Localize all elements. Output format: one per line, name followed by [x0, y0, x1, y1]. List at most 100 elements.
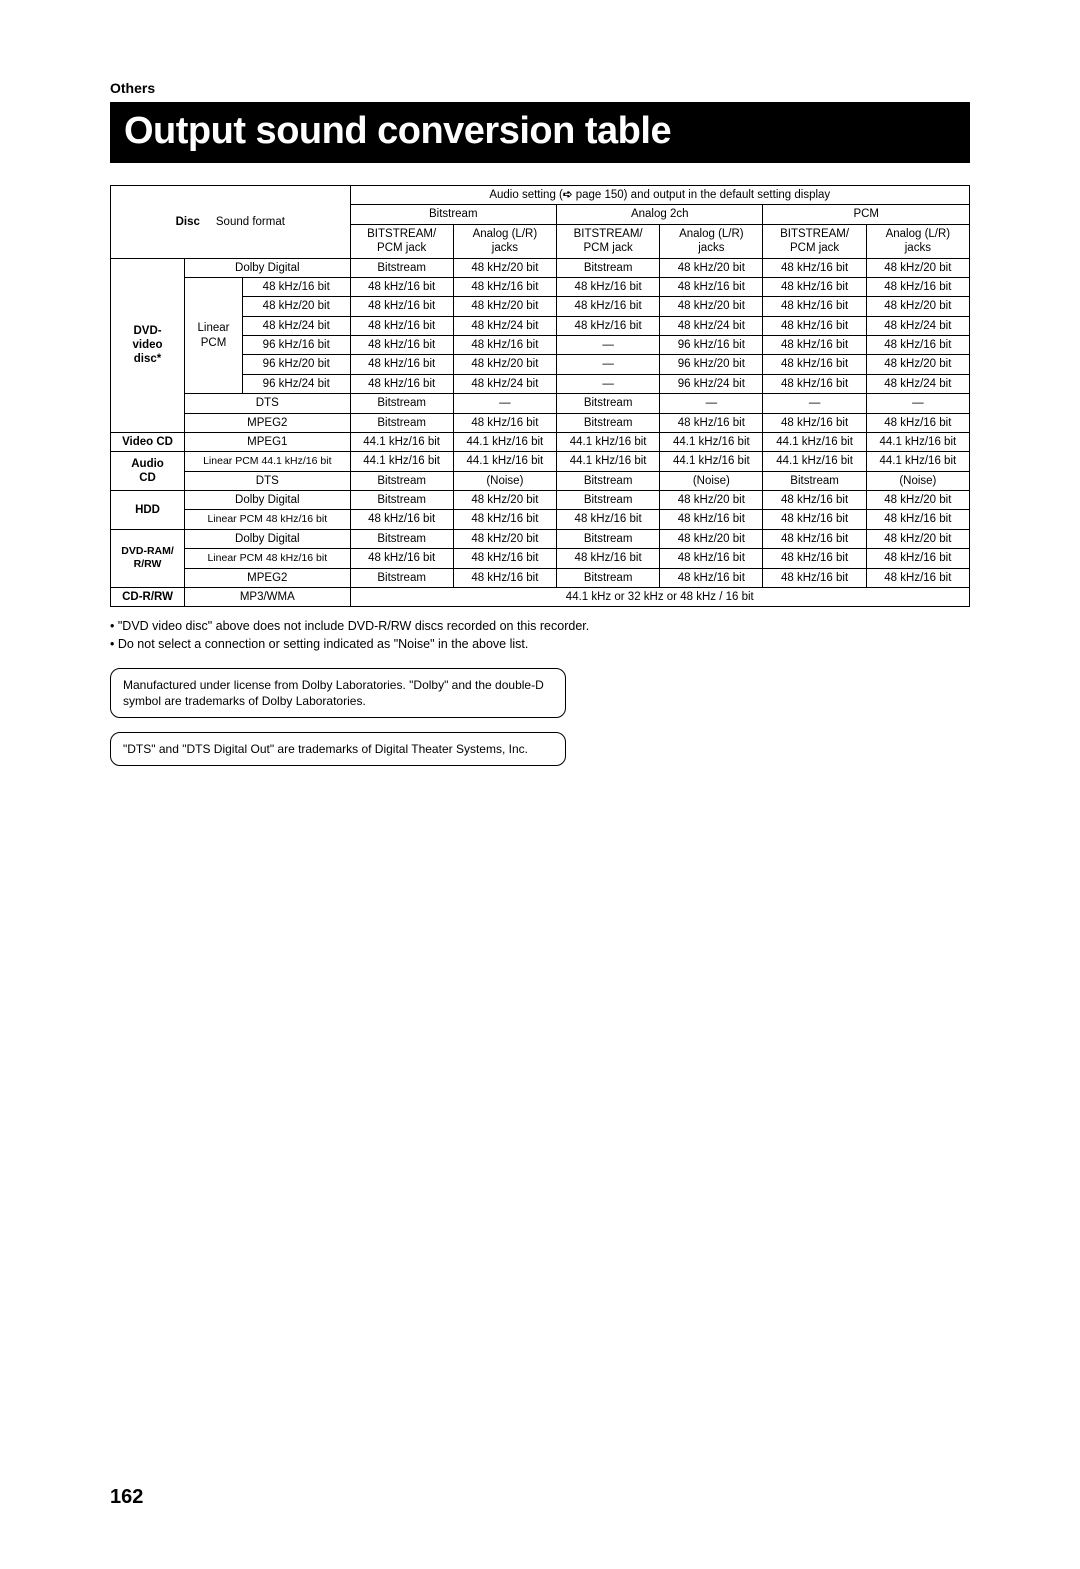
cell: 48 kHz/16 bit — [763, 316, 866, 335]
cell: 96 kHz/24 bit — [660, 374, 763, 393]
row-hdd: HDD — [111, 491, 185, 530]
cell: 44.1 kHz/16 bit — [866, 432, 969, 451]
cell: Dolby Digital — [185, 529, 350, 548]
cell: 48 kHz/16 bit — [557, 510, 660, 529]
page-ref-icon: ➪ — [563, 189, 573, 201]
cell: 96 kHz/20 bit — [660, 355, 763, 374]
cell: 44.1 kHz/16 bit — [660, 452, 763, 471]
cell: Bitstream — [557, 491, 660, 510]
cell: Bitstream — [350, 529, 453, 548]
dolby-notice: Manufactured under license from Dolby La… — [110, 668, 566, 718]
cell: Bitstream — [557, 394, 660, 413]
cell: 48 kHz/20 bit — [866, 529, 969, 548]
subcol: Analog (L/R) jacks — [660, 224, 763, 258]
cell: 48 kHz/20 bit — [453, 529, 556, 548]
cell: 48 kHz/20 bit — [660, 297, 763, 316]
cell: 48 kHz/16 bit — [453, 277, 556, 296]
cell: 48 kHz/20 bit — [866, 491, 969, 510]
cell: 44.1 kHz/16 bit — [557, 452, 660, 471]
note-item: Do not select a connection or setting in… — [110, 635, 970, 653]
cell: 48 kHz/20 bit — [453, 491, 556, 510]
title-bar: Output sound conversion table — [110, 104, 970, 163]
cell: 48 kHz/16 bit — [660, 413, 763, 432]
cell: 44.1 kHz/16 bit — [866, 452, 969, 471]
cell: DTS — [185, 471, 350, 490]
cell: 44.1 kHz/16 bit — [660, 432, 763, 451]
cell: 48 kHz/24 bit — [866, 374, 969, 393]
cell: 48 kHz/16 bit — [763, 413, 866, 432]
cell: Bitstream — [557, 471, 660, 490]
cell: 96 kHz/16 bit — [242, 336, 350, 355]
subcol: BITSTREAM/ PCM jack — [350, 224, 453, 258]
cell: 48 kHz/20 bit — [866, 355, 969, 374]
cell: 48 kHz/16 bit — [350, 374, 453, 393]
cell: 48 kHz/16 bit — [350, 549, 453, 568]
cell: 48 kHz/16 bit — [350, 510, 453, 529]
row-dvd-ram: DVD-RAM/ R/RW — [111, 529, 185, 587]
row-video-cd: Video CD — [111, 432, 185, 451]
cell: 48 kHz/20 bit — [660, 258, 763, 277]
cell: 44.1 kHz/16 bit — [763, 452, 866, 471]
cell: 48 kHz/16 bit — [763, 374, 866, 393]
cell: 48 kHz/20 bit — [660, 529, 763, 548]
cell: 48 kHz/16 bit — [660, 549, 763, 568]
cell: 48 kHz/20 bit — [453, 297, 556, 316]
subcol: Analog (L/R) jacks — [866, 224, 969, 258]
section-label: Others — [110, 80, 970, 96]
cell: Bitstream — [557, 568, 660, 587]
row-audio-cd: Audio CD — [111, 452, 185, 491]
cell: Bitstream — [350, 258, 453, 277]
cell: 48 kHz/16 bit — [763, 277, 866, 296]
audio-setting-header: Audio setting (➪ page 150) and output in… — [350, 186, 969, 205]
cell: 48 kHz/16 bit — [763, 355, 866, 374]
row-dvd-video: DVD- video disc* — [111, 258, 185, 432]
cell: 48 kHz/20 bit — [453, 355, 556, 374]
cell: 48 kHz/16 bit — [350, 297, 453, 316]
cell: 48 kHz/16 bit — [453, 510, 556, 529]
cell: 48 kHz/24 bit — [453, 374, 556, 393]
cell: 48 kHz/16 bit — [453, 568, 556, 587]
cell: 48 kHz/16 bit — [866, 549, 969, 568]
cell: 48 kHz/16 bit — [453, 413, 556, 432]
cell: 48 kHz/16 bit — [453, 549, 556, 568]
cell: 48 kHz/16 bit — [350, 316, 453, 335]
sound-format-header: Sound format — [216, 216, 285, 228]
cell: 48 kHz/16 bit — [866, 510, 969, 529]
col-group-bitstream: Bitstream — [350, 205, 556, 224]
cell: (Noise) — [660, 471, 763, 490]
cell: 48 kHz/24 bit — [242, 316, 350, 335]
cell: 48 kHz/16 bit — [350, 277, 453, 296]
subcol: BITSTREAM/ PCM jack — [557, 224, 660, 258]
cell: 48 kHz/16 bit — [866, 568, 969, 587]
cell: 48 kHz/16 bit — [763, 529, 866, 548]
cell: 48 kHz/16 bit — [660, 277, 763, 296]
cell: 48 kHz/16 bit — [453, 336, 556, 355]
cell: MPEG2 — [185, 413, 350, 432]
cell: Bitstream — [350, 413, 453, 432]
cell: 44.1 kHz or 32 kHz or 48 kHz / 16 bit — [350, 587, 969, 606]
cell: Bitstream — [557, 529, 660, 548]
disc-header: Disc — [176, 216, 200, 228]
cell: Bitstream — [557, 413, 660, 432]
col-group-analog: Analog 2ch — [557, 205, 763, 224]
cell: 96 kHz/20 bit — [242, 355, 350, 374]
cell: Bitstream — [350, 471, 453, 490]
cell: 44.1 kHz/16 bit — [557, 432, 660, 451]
cell: 48 kHz/16 bit — [660, 510, 763, 529]
cell: 48 kHz/20 bit — [866, 258, 969, 277]
cell: Dolby Digital — [185, 258, 350, 277]
subcol: Analog (L/R) jacks — [453, 224, 556, 258]
cell: 48 kHz/20 bit — [242, 297, 350, 316]
row-cdrw: CD-R/RW — [111, 587, 185, 606]
cell: — — [866, 394, 969, 413]
cell: DTS — [185, 394, 350, 413]
cell: 44.1 kHz/16 bit — [453, 452, 556, 471]
cell: 44.1 kHz/16 bit — [763, 432, 866, 451]
cell: 48 kHz/16 bit — [557, 277, 660, 296]
cell: 48 kHz/16 bit — [763, 568, 866, 587]
subcol: BITSTREAM/ PCM jack — [763, 224, 866, 258]
lpcm-label: Linear PCM — [185, 277, 243, 393]
cell: 48 kHz/16 bit — [242, 277, 350, 296]
cell: Bitstream — [763, 471, 866, 490]
cell: 48 kHz/16 bit — [866, 277, 969, 296]
